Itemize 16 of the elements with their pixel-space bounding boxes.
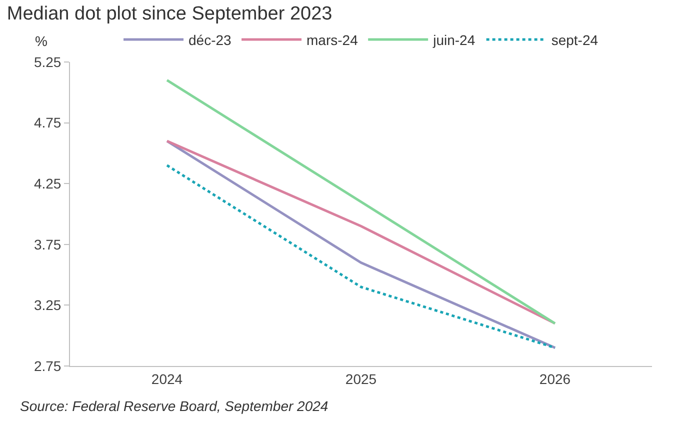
x-tick-label: 2024 [151, 370, 183, 387]
chart-title: Median dot plot since September 2023 [6, 4, 332, 25]
y-axis-title: % [35, 33, 48, 49]
y-tick-label: 4.75 [34, 114, 62, 131]
legend-label: juin-24 [432, 32, 476, 48]
x-tick-label: 2025 [345, 370, 377, 387]
legend-label: sept-24 [551, 32, 598, 48]
y-tick-label: 3.75 [34, 236, 62, 252]
legend-label: mars-24 [306, 32, 358, 48]
y-tick-label: 2.75 [34, 358, 62, 374]
source-note: Source: Federal Reserve Board, September 2024 [20, 398, 328, 414]
y-tick-label: 4.25 [34, 176, 62, 192]
x-tick-label: 2026 [539, 370, 571, 387]
legend-label: déc-23 [188, 32, 232, 48]
y-tick-label: 3.25 [34, 297, 62, 314]
y-tick-label: 5.25 [34, 54, 62, 70]
